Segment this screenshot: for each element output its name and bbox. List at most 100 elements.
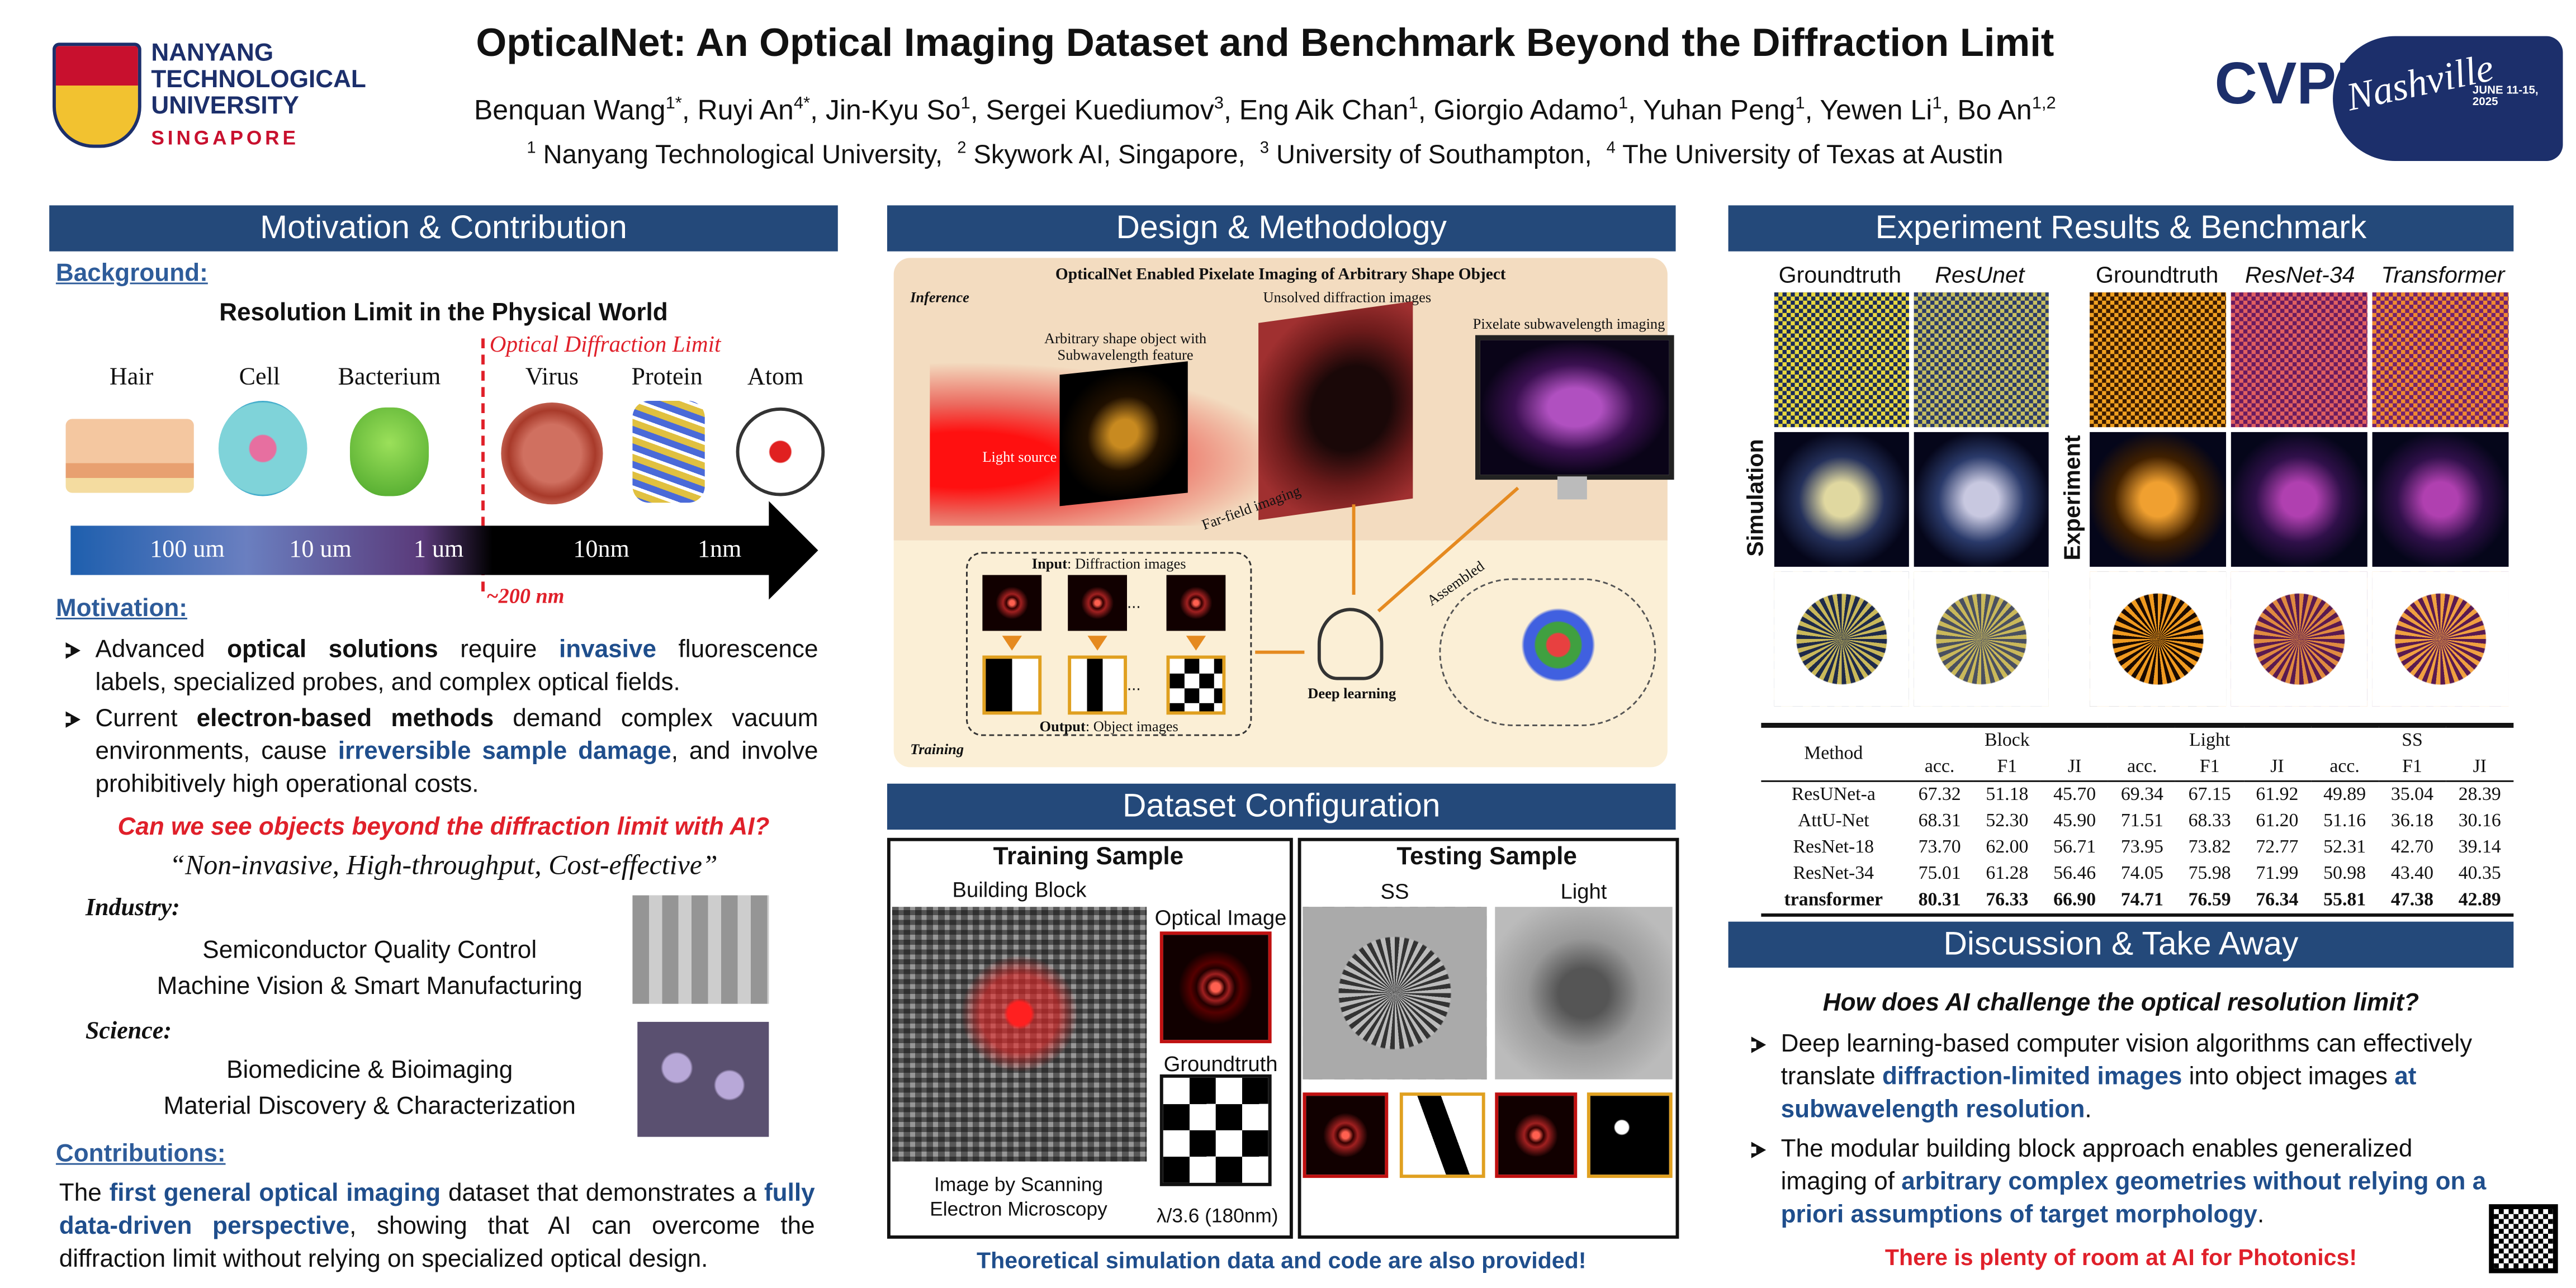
text-run: Advanced bbox=[95, 636, 228, 664]
exp-image bbox=[2372, 292, 2509, 428]
value-cell: 56.46 bbox=[2053, 864, 2096, 884]
value-cell: 73.70 bbox=[1918, 837, 1961, 858]
label: Industry: bbox=[85, 895, 180, 922]
down-arrow bbox=[1087, 636, 1107, 651]
sim-image bbox=[1914, 292, 2049, 428]
value-cell: 61.92 bbox=[2256, 785, 2299, 806]
text-run: University of Southampton, bbox=[1268, 141, 1607, 170]
scale-arrow-head bbox=[769, 501, 818, 600]
emphasis: fully data-driven perspective bbox=[59, 1180, 822, 1240]
contributions: The first general optical imaging datase… bbox=[59, 1178, 815, 1276]
box-title: Testing Sample bbox=[1396, 842, 1577, 871]
text-run: Skywork AI, Singapore, bbox=[966, 141, 1260, 170]
ntu-line: NANYANG bbox=[151, 39, 274, 68]
value-cell: 36.18 bbox=[2390, 811, 2433, 832]
ntu-line: UNIVERSITY bbox=[151, 92, 299, 120]
emphasis: Output bbox=[1039, 718, 1086, 735]
bullet: Advanced optical solutions require invas… bbox=[59, 634, 818, 700]
emphasis: invasive bbox=[558, 636, 656, 664]
row-label: Experiment bbox=[2058, 435, 2085, 561]
exp-image bbox=[2090, 571, 2227, 707]
scale-arrow bbox=[70, 525, 774, 575]
limit-value: ~200 nm bbox=[486, 583, 565, 608]
row-label: Simulation bbox=[1741, 439, 1768, 557]
train-box bbox=[887, 837, 1293, 1239]
table-row: ResNet-34 75.01 61.28 56.46 74.05 75.98 71.99 5… bbox=[1761, 861, 2513, 887]
value-cell: 62.00 bbox=[1986, 837, 2029, 858]
value-cell: 73.95 bbox=[2120, 837, 2163, 858]
value-cell: 35.04 bbox=[2390, 785, 2433, 806]
metric-header: JI bbox=[2067, 757, 2082, 778]
section-bar: Dataset Configuration bbox=[887, 783, 1676, 830]
value-cell: 76.59 bbox=[2188, 890, 2231, 911]
text-run: , and involve prohibitively high operati… bbox=[95, 737, 825, 799]
scale-label: 1nm bbox=[697, 537, 742, 564]
emphasis: optical solutions bbox=[227, 636, 438, 664]
value-cell: 52.31 bbox=[2323, 837, 2366, 858]
exp-image bbox=[2231, 571, 2367, 707]
value-cell: 52.30 bbox=[1986, 811, 2029, 832]
label: Optical Image bbox=[1154, 905, 1287, 930]
object-label: Hair bbox=[109, 364, 154, 391]
affiliations: 1 Nanyang Technological University, 2 Sk… bbox=[247, 140, 2284, 172]
text-run: , Yuhan Peng bbox=[1628, 94, 1796, 126]
icon-hair bbox=[65, 419, 194, 493]
value-cell: 49.89 bbox=[2323, 785, 2366, 806]
question: How does AI challenge the optical resolu… bbox=[1822, 989, 2419, 1017]
emphasis: diffraction-limited images bbox=[1882, 1063, 2182, 1091]
exp-image bbox=[2231, 292, 2367, 428]
down-arrow bbox=[1186, 636, 1206, 651]
sim-image bbox=[1774, 571, 1909, 707]
table-row: transformer 80.31 76.33 66.90 74.71 76.59 76.3… bbox=[1761, 887, 2513, 913]
table-row: AttU-Net 68.31 52.30 45.90 71.51 68.33 61.20 51… bbox=[1761, 808, 2513, 835]
text-run: The bbox=[59, 1180, 110, 1208]
metric-header: F1 bbox=[2402, 757, 2422, 778]
monitor-stand bbox=[1557, 476, 1587, 500]
value-cell: 39.14 bbox=[2458, 837, 2501, 858]
training-box bbox=[966, 552, 1252, 736]
cvpr-dates: JUNE 11-15, 2025 bbox=[2472, 85, 2539, 108]
exp-image bbox=[2372, 571, 2509, 707]
light-image bbox=[1495, 907, 1673, 1079]
object-label: Protein bbox=[631, 364, 703, 391]
label: SS bbox=[1380, 879, 1409, 904]
text-run: The modular building block approach enab… bbox=[1781, 1135, 2419, 1196]
value-cell: 42.89 bbox=[2458, 890, 2501, 911]
value-cell: 43.40 bbox=[2390, 864, 2433, 884]
exp-image bbox=[2090, 292, 2227, 428]
column-header: Groundtruth bbox=[1778, 261, 1902, 288]
ss-image bbox=[1303, 907, 1487, 1079]
scale-label: 1 um bbox=[413, 537, 464, 564]
header-row: acc. F1 JI acc. F1 JI acc. F1 JI bbox=[1761, 754, 2514, 782]
mk bbox=[1751, 1036, 1767, 1053]
label: Light bbox=[1560, 879, 1607, 904]
icon-bacterium bbox=[349, 407, 429, 496]
label: Science: bbox=[85, 1019, 172, 1045]
value-cell: 45.70 bbox=[2053, 785, 2096, 806]
section-bar: Experiment Results & Benchmark bbox=[1728, 205, 2514, 252]
diffraction-thumb bbox=[982, 575, 1042, 631]
value-cell: 47.38 bbox=[2390, 890, 2433, 911]
quote: “Non-invasive, High-throughput, Cost-eff… bbox=[169, 849, 718, 881]
object-thumb bbox=[982, 655, 1042, 715]
poster-title: OpticalNet: An Optical Imaging Dataset a… bbox=[476, 21, 2054, 66]
object-label: Atom bbox=[747, 364, 804, 391]
text-run: , Ruyi An bbox=[681, 94, 794, 126]
test-diffraction bbox=[1303, 1092, 1389, 1178]
emphasis: 1 bbox=[527, 139, 536, 158]
sim-image bbox=[1914, 432, 2049, 567]
heading: Contributions: bbox=[55, 1140, 226, 1168]
ntu-line: SINGAPORE bbox=[151, 126, 299, 150]
span: Current electron-based methods demand co… bbox=[95, 705, 825, 799]
method-cell: AttU-Net bbox=[1797, 811, 1869, 832]
note: Theoretical simulation data and code are… bbox=[976, 1247, 1587, 1273]
cvpr-guitar bbox=[2333, 36, 2563, 162]
value-cell: 74.05 bbox=[2120, 864, 2163, 884]
sem-image bbox=[892, 907, 1147, 1162]
method-header: Method bbox=[1804, 744, 1863, 764]
benchmark-table: Method Block Light SS acc. F1 JI acc. F1 JI acc. F1… bbox=[1761, 723, 2514, 917]
metric-header: acc. bbox=[2127, 757, 2157, 778]
light-source: Light source bbox=[982, 448, 1057, 465]
value-cell: 55.81 bbox=[2323, 890, 2366, 911]
